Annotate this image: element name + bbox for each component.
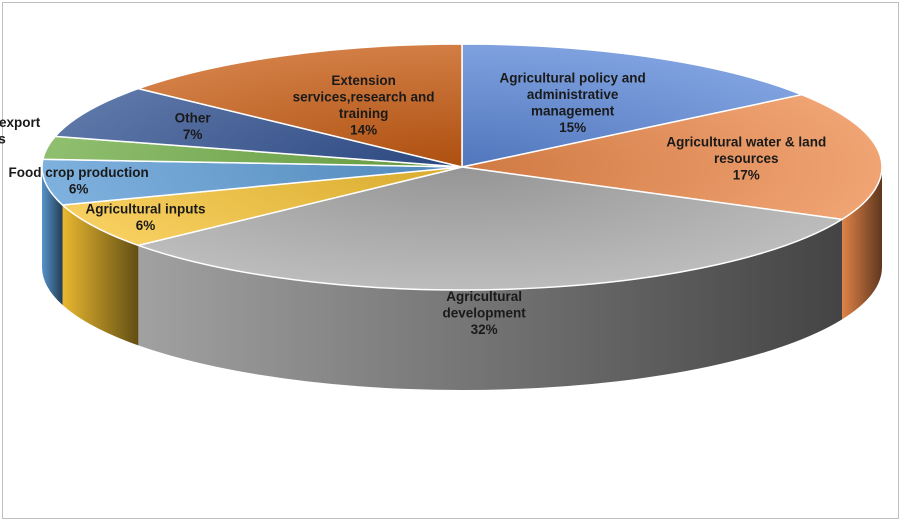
pie-side-food-crop-production [42,167,63,306]
slice-name-label: Extension [331,73,396,88]
slice-name-label: Industrial/export [0,115,41,130]
pie-slice-agricultural-water-land-resources [461,93,883,221]
pie-slice-other [54,87,463,168]
data-label-industrial-export-crops: Industrial/exportcrops3% [0,115,41,146]
slice-name-label: Agricultural [446,289,522,304]
slice-name-label: administrative [527,87,619,102]
slice-percent-label: 6% [69,181,89,196]
slice-name-label: management [531,104,615,119]
pie-slices [41,43,883,291]
slice-name-label: crops [0,131,6,146]
pie-side-agricultural-inputs [62,205,139,346]
pie-side-agricultural-water-land-resources [842,167,882,320]
slice-name-label: Agricultural policy and [499,71,645,86]
slice-percent-label: 17% [733,168,760,183]
slice-name-label: resources [714,151,779,166]
slice-percent-label: 6% [136,218,156,233]
pie-sides [42,167,882,390]
slice-percent-label: 7% [183,127,203,142]
slice-name-label: Food crop production [8,165,148,180]
pie-slice-agricultural-inputs [61,166,463,247]
pie-side-agricultural-development [138,219,843,390]
slice-name-label: Other [175,111,212,126]
slice-name-label: training [339,106,389,121]
pie-slice-agricultural-policy-and-administrative-management [461,43,803,168]
slice-name-label: development [442,305,526,320]
slice-name-label: Agricultural inputs [85,202,205,217]
slice-name-label: Agricultural water & land [666,135,826,150]
slice-percent-label: 14% [350,123,377,138]
pie-slice-agricultural-development [137,166,843,291]
pie-slice-extension-services-research-and-training [137,43,463,168]
slice-percent-label: 15% [559,120,586,135]
pie-slice-food-crop-production [41,158,463,206]
slice-name-label: services,research and [293,90,435,105]
slice-percent-label: 32% [471,322,498,337]
